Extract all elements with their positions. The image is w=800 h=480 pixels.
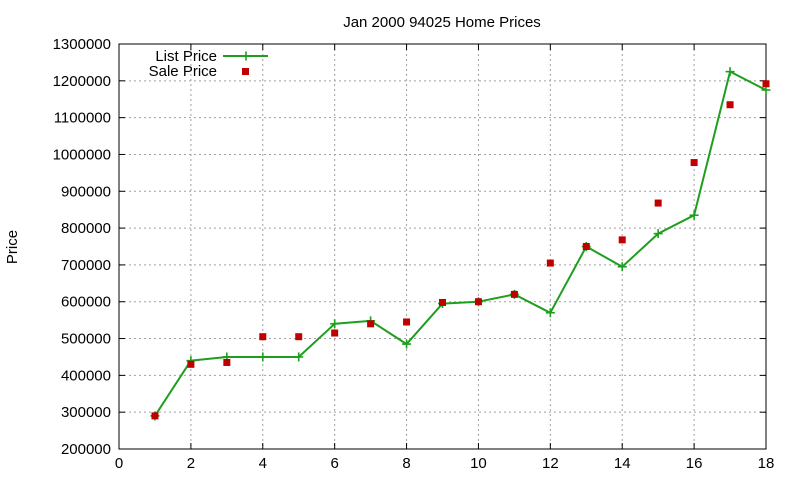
y-tick-label: 200000: [61, 441, 111, 458]
x-tick-label: 12: [542, 455, 559, 472]
sale-price-point: [403, 318, 411, 326]
list-price-point: [258, 352, 268, 362]
legend: List Price Sale Price: [149, 48, 268, 80]
grid: [119, 44, 766, 449]
y-tick-label: 700000: [61, 257, 111, 274]
sale-price-point: [690, 159, 698, 167]
sale-price-point: [223, 358, 231, 366]
list-price-point: [689, 210, 699, 220]
y-tick-label: 900000: [61, 183, 111, 200]
list-price-point: [725, 67, 735, 77]
sale-price-point: [474, 298, 482, 306]
y-tick-label: 800000: [61, 220, 111, 237]
legend-marker-list-price: [241, 51, 251, 61]
y-tick-label: 300000: [61, 404, 111, 421]
y-tick-label: 1300000: [53, 36, 111, 53]
list-price-point: [653, 229, 663, 239]
sale-price-point: [546, 259, 554, 267]
list-price-point: [617, 262, 627, 272]
y-tick-label: 1200000: [53, 73, 111, 90]
axis-ticks: 200000 300000 400000 500000 600000 700000 8000…: [53, 36, 775, 472]
x-tick-label: 4: [259, 455, 267, 472]
sale-price-point: [439, 298, 446, 306]
legend-label-sale-price: Sale Price: [149, 63, 217, 80]
sale-price-point: [187, 360, 195, 368]
chart-title: Jan 2000 94025 Home Prices: [343, 14, 541, 31]
y-tick-label: 1000000: [53, 146, 111, 163]
list-price-point: [402, 339, 412, 349]
list-price-point: [294, 352, 304, 362]
plot-frame: [118, 43, 767, 450]
x-tick-label: 6: [330, 455, 338, 472]
sale-price-point: [582, 243, 590, 250]
x-tick-label: 14: [614, 455, 631, 472]
sale-price-point: [151, 412, 159, 420]
x-tick-label: 2: [187, 455, 195, 472]
x-tick-label: 16: [686, 455, 703, 472]
legend-label-list-price: List Price: [155, 48, 217, 65]
sale-price-point: [259, 333, 267, 341]
sale-price-point: [295, 333, 303, 341]
x-tick-label: 8: [402, 455, 410, 472]
list-price-line: [154, 70, 767, 417]
y-axis-label: Price: [4, 230, 21, 264]
legend-marker-sale-price: [242, 68, 249, 75]
list-price-point: [330, 319, 340, 329]
sale-price-point: [654, 199, 662, 207]
sale-price-point: [726, 101, 734, 109]
x-tick-label: 10: [470, 455, 487, 472]
sale-price-point: [618, 236, 626, 244]
sale-price-point: [331, 329, 339, 337]
x-tick-label: 0: [115, 455, 123, 472]
y-tick-label: 500000: [61, 331, 111, 348]
y-tick-label: 600000: [61, 294, 111, 311]
sale-price-point: [367, 320, 375, 328]
list-price-point: [545, 308, 555, 318]
y-tick-label: 1100000: [54, 110, 111, 127]
x-tick-label: 18: [758, 455, 775, 472]
y-tick-label: 400000: [61, 367, 111, 384]
series: [150, 67, 771, 421]
sale-price-point: [510, 290, 518, 298]
sale-price-point: [762, 80, 770, 88]
